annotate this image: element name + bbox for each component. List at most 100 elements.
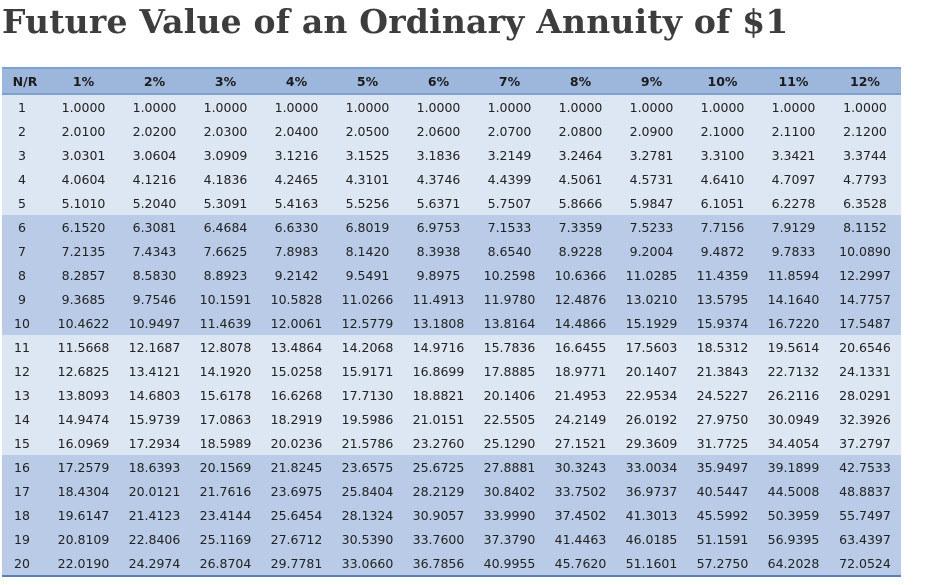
value-cell: 7.1533 [474,215,545,239]
value-cell: 16.6268 [261,383,332,407]
value-cell: 14.9474 [48,407,119,431]
column-header-rate: 2% [119,67,190,95]
column-header-rate: 1% [48,67,119,95]
period-cell: 12 [2,359,48,383]
value-cell: 8.3938 [403,239,474,263]
value-cell: 11.0285 [616,263,687,287]
value-cell: 21.0151 [403,407,474,431]
value-cell: 11.5668 [48,335,119,359]
period-cell: 16 [2,455,48,479]
value-cell: 11.0266 [332,287,403,311]
value-cell: 22.5505 [474,407,545,431]
value-cell: 6.6330 [261,215,332,239]
value-cell: 12.2997 [829,263,901,287]
value-cell: 18.2919 [261,407,332,431]
value-cell: 18.8821 [403,383,474,407]
value-cell: 36.7856 [403,551,474,577]
value-cell: 28.2129 [403,479,474,503]
header-row: N/R 1% 2% 3% 4% 5% 6% 7% 8% 9% 10% 11% 12% [2,67,901,95]
table-body: 1 1.0000 1.0000 1.0000 1.0000 1.0000 1.0000 1.0… [2,94,901,577]
value-cell: 2.0500 [332,119,403,143]
value-cell: 45.7620 [545,551,616,577]
value-cell: 11.4913 [403,287,474,311]
value-cell: 12.4876 [545,287,616,311]
value-cell: 6.1051 [687,191,758,215]
table-row: 14 14.9474 15.9739 17.0863 18.2919 19.5986 21.… [2,407,901,431]
value-cell: 3.2464 [545,143,616,167]
value-cell: 4.4399 [474,167,545,191]
value-cell: 27.8881 [474,455,545,479]
value-cell: 13.0210 [616,287,687,311]
value-cell: 24.2149 [545,407,616,431]
value-cell: 1.0000 [616,94,687,119]
column-header-rate: 7% [474,67,545,95]
value-cell: 2.0100 [48,119,119,143]
value-cell: 4.5731 [616,167,687,191]
value-cell: 37.4502 [545,503,616,527]
value-cell: 6.1520 [48,215,119,239]
value-cell: 10.0890 [829,239,901,263]
value-cell: 4.7097 [758,167,829,191]
period-cell: 1 [2,94,48,119]
value-cell: 27.6712 [261,527,332,551]
value-cell: 15.7836 [474,335,545,359]
value-cell: 22.0190 [48,551,119,577]
value-cell: 13.4121 [119,359,190,383]
value-cell: 21.8245 [261,455,332,479]
value-cell: 6.2278 [758,191,829,215]
value-cell: 14.6803 [119,383,190,407]
value-cell: 1.0000 [829,94,901,119]
value-cell: 23.6975 [261,479,332,503]
value-cell: 29.7781 [261,551,332,577]
value-cell: 9.7833 [758,239,829,263]
value-cell: 7.8983 [261,239,332,263]
value-cell: 12.5779 [332,311,403,335]
value-cell: 15.9374 [687,311,758,335]
value-cell: 2.0700 [474,119,545,143]
value-cell: 2.0300 [190,119,261,143]
value-cell: 33.0034 [616,455,687,479]
value-cell: 34.4054 [758,431,829,455]
value-cell: 7.7156 [687,215,758,239]
value-cell: 8.5830 [119,263,190,287]
value-cell: 21.3843 [687,359,758,383]
value-cell: 57.2750 [687,551,758,577]
period-cell: 5 [2,191,48,215]
value-cell: 5.5256 [332,191,403,215]
value-cell: 12.0061 [261,311,332,335]
value-cell: 13.8093 [48,383,119,407]
period-cell: 8 [2,263,48,287]
value-cell: 1.0000 [403,94,474,119]
table-row: 9 9.3685 9.7546 10.1591 10.5828 11.0266 11.491… [2,287,901,311]
value-cell: 41.4463 [545,527,616,551]
value-cell: 9.2004 [616,239,687,263]
value-cell: 9.3685 [48,287,119,311]
value-cell: 18.5312 [687,335,758,359]
value-cell: 30.3243 [545,455,616,479]
value-cell: 7.5233 [616,215,687,239]
value-cell: 7.4343 [119,239,190,263]
value-cell: 2.1100 [758,119,829,143]
value-cell: 48.8837 [829,479,901,503]
period-cell: 15 [2,431,48,455]
value-cell: 22.7132 [758,359,829,383]
value-cell: 51.1591 [687,527,758,551]
value-cell: 28.1324 [332,503,403,527]
value-cell: 4.7793 [829,167,901,191]
value-cell: 14.1920 [190,359,261,383]
value-cell: 4.5061 [545,167,616,191]
value-cell: 7.9129 [758,215,829,239]
value-cell: 7.6625 [190,239,261,263]
column-header-rate: 6% [403,67,474,95]
column-header-rate: 12% [829,67,901,95]
value-cell: 3.1216 [261,143,332,167]
value-cell: 25.6725 [403,455,474,479]
table-row: 16 17.2579 18.6393 20.1569 21.8245 23.6575 25.… [2,455,901,479]
value-cell: 17.2934 [119,431,190,455]
column-header-rate: 5% [332,67,403,95]
table-row: 19 20.8109 22.8406 25.1169 27.6712 30.5390 33.… [2,527,901,551]
value-cell: 4.0604 [48,167,119,191]
value-cell: 10.5828 [261,287,332,311]
value-cell: 26.8704 [190,551,261,577]
value-cell: 6.4684 [190,215,261,239]
